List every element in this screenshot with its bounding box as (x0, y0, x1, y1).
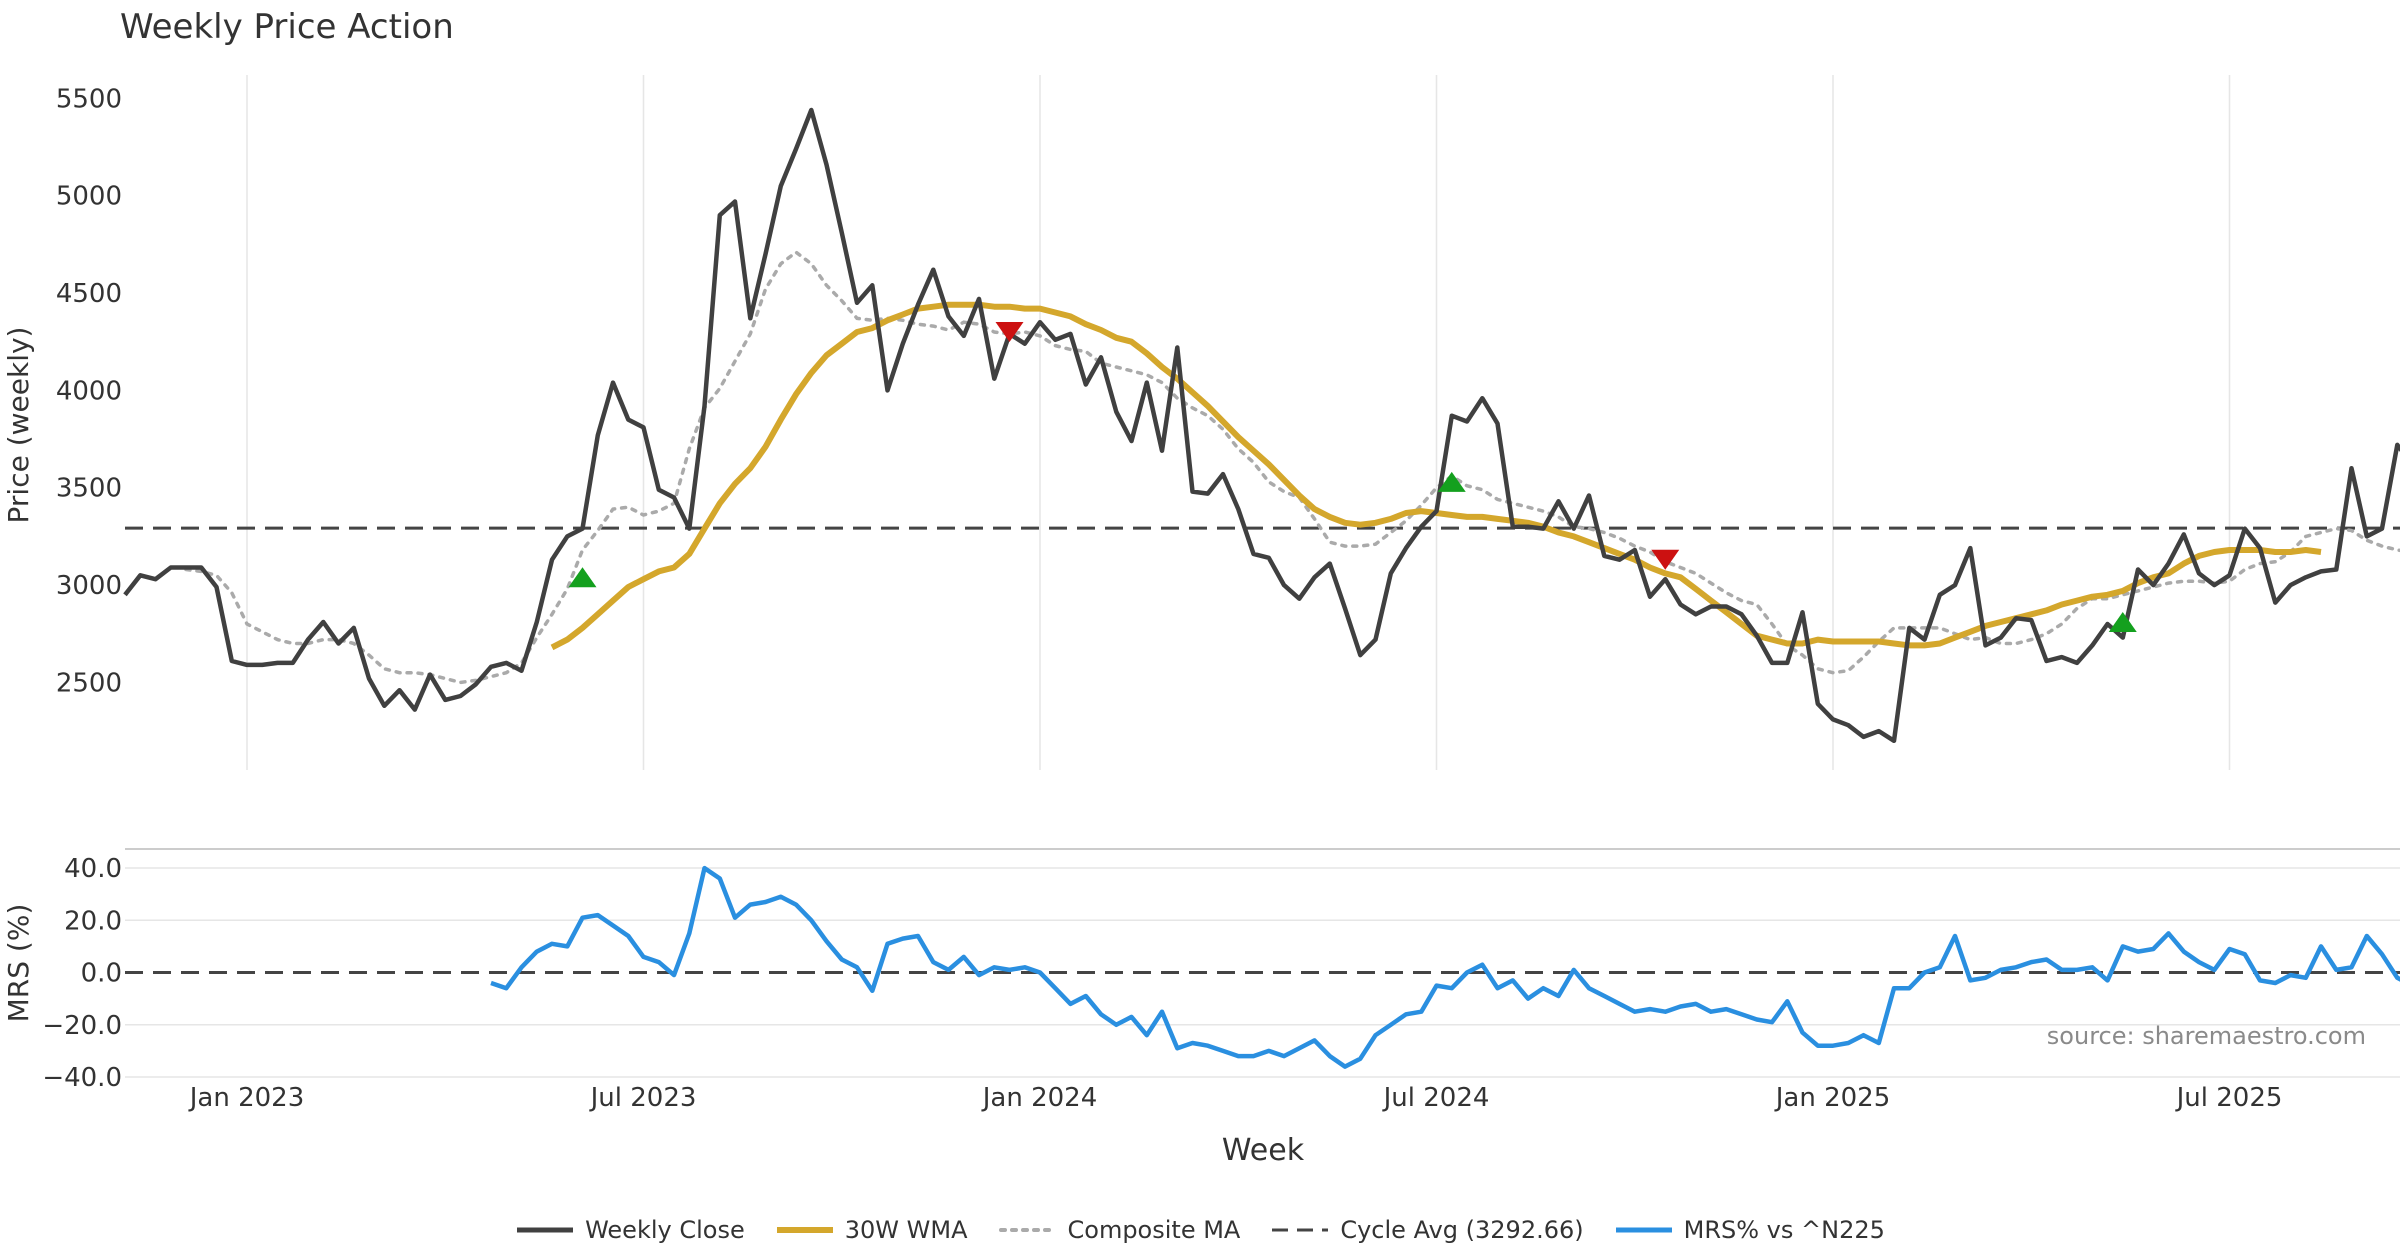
price-y-tick: 3000 (56, 571, 122, 601)
legend-swatch-cycle (1272, 1228, 1329, 1232)
legend-label-close: Weekly Close (585, 1216, 745, 1244)
buy-signal-marker (2108, 612, 2137, 633)
legend-item-cycle: Cycle Avg (3292.66) (1270, 1216, 1584, 1244)
price-y-label: Price (weekly) (2, 327, 35, 524)
price-y-tick: 3500 (56, 474, 122, 504)
x-tick-label: Jul 2025 (2175, 1083, 2283, 1113)
legend-swatch-mrs (1615, 1227, 1672, 1233)
weekly-close-line (123, 107, 2400, 744)
legend-label-wma: 30W WMA (844, 1216, 968, 1244)
sell-signal-marker (995, 321, 1024, 342)
mrs-grid (125, 867, 2400, 1078)
legend-swatch-close (517, 1227, 574, 1233)
price-y-tick: 2500 (56, 668, 122, 698)
price-y-tick: 4000 (56, 376, 122, 406)
chart-title: Weekly Price Action (120, 7, 454, 47)
price-y-ticks: 2500 3000 3500 4000 4500 5000 5500 (56, 84, 122, 698)
legend-item-wma: 30W WMA (775, 1216, 968, 1244)
mrs-y-label: MRS (%) (2, 904, 35, 1023)
legend-label-mrs: MRS% vs ^N225 (1683, 1216, 1885, 1244)
legend-item-composite: Composite MA (998, 1216, 1241, 1244)
x-tick-label: Jan 2025 (1774, 1083, 1891, 1113)
legend-swatch-wma (776, 1227, 833, 1233)
x-tick-label: Jul 2023 (589, 1083, 697, 1113)
legend-item-mrs: MRS% vs ^N225 (1614, 1216, 1885, 1244)
price-y-tick: 5000 (56, 182, 122, 212)
x-axis-label: Week (1222, 1133, 1305, 1168)
x-tick-label: Jan 2024 (981, 1083, 1098, 1113)
legend-swatch-composite (998, 1228, 1058, 1232)
buy-signal-marker (1437, 471, 1466, 492)
mrs-y-tick: −20.0 (42, 1011, 122, 1041)
mrs-y-tick: 40.0 (64, 854, 122, 884)
mrs-line (490, 865, 2400, 1069)
composite-ma-line (184, 250, 2400, 685)
legend-label-composite: Composite MA (1067, 1216, 1241, 1244)
x-ticks: Jan 2023 Jul 2023 Jan 2024 Jul 2024 Jan 2025… (188, 1083, 2283, 1113)
x-tick-label: Jul 2024 (1382, 1083, 1490, 1113)
mrs-y-ticks: 40.0 20.0 0.0 −20.0 −40.0 (42, 854, 122, 1093)
legend-item-close: Weekly Close (515, 1216, 745, 1244)
price-y-tick: 5500 (56, 84, 122, 114)
signal-markers (568, 321, 2137, 633)
price-y-tick: 4500 (56, 279, 122, 309)
mrs-y-tick: 20.0 (64, 906, 122, 936)
buy-signal-marker (568, 567, 597, 588)
chart-canvas: Weekly Price Action 2500 3000 3500 4000 4500… (2, 7, 2400, 1168)
mrs-y-tick: −40.0 (42, 1063, 122, 1093)
x-tick-label: Jan 2023 (188, 1083, 305, 1113)
legend: Weekly Close 30W WMA Composite MA Cycle … (0, 1205, 2400, 1255)
legend-label-cycle: Cycle Avg (3292.66) (1340, 1216, 1584, 1244)
sell-signal-marker (1651, 549, 1680, 570)
mrs-y-tick: 0.0 (81, 959, 122, 989)
source-text: source: sharemaestro.com (2047, 1022, 2366, 1050)
price-grid (246, 75, 2231, 770)
